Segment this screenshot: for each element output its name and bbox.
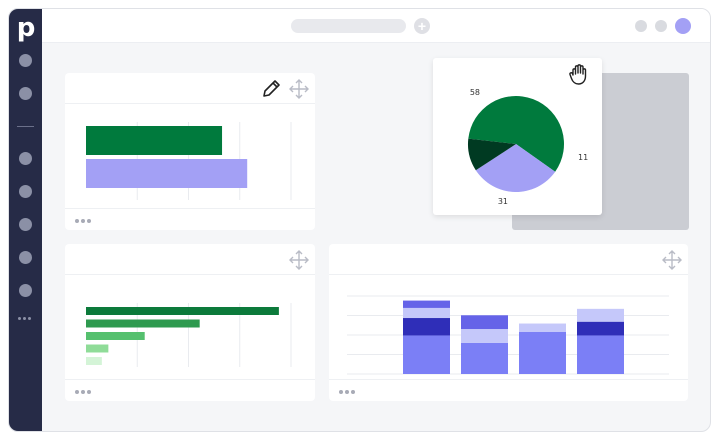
app-logo[interactable]: p [16,13,36,43]
widget-footer [329,379,688,401]
stacked-bar-segment [577,321,624,336]
pie-slice [468,138,516,171]
stacked-bar-segment [403,335,450,374]
sidebar-item-3[interactable] [19,152,32,165]
move-arrows-icon[interactable] [289,79,309,99]
pie-label: 11 [578,153,588,162]
bar [86,126,223,155]
widget-pie-chart-dragging[interactable]: 58 31 11 [433,58,602,215]
move-arrows-icon[interactable] [289,250,309,270]
widget-footer [65,208,315,230]
stacked-bar-segment [577,308,624,322]
pie-chart: 58 31 11 [468,88,588,206]
sidebar-item-6[interactable] [19,251,32,264]
sidebar-divider [17,126,34,127]
sidebar-more-icon[interactable] [18,317,34,323]
ellipsis-icon[interactable] [339,390,357,394]
bar [86,357,102,365]
search-input[interactable] [291,19,406,33]
bar [86,332,145,340]
widget-header [65,244,315,275]
move-arrows-icon[interactable] [662,250,682,270]
widget-bar-chart-2[interactable] [65,244,315,401]
stacked-bar-segment [519,331,566,374]
pie-label: 58 [470,88,480,97]
stacked-bar-segment [577,335,624,374]
pie-slice [468,96,564,172]
pencil-icon[interactable] [260,78,282,100]
ellipsis-icon[interactable] [75,219,93,223]
stacked-bar-segment [461,342,508,374]
sidebar-item-4[interactable] [19,185,32,198]
bar-chart-1 [86,122,292,200]
avatar[interactable] [675,18,691,34]
notifications-icon[interactable] [635,20,647,32]
pie-label: 31 [498,197,508,206]
stacked-bar-segment [519,323,566,332]
pie-slice [475,144,556,192]
stacked-bar-segment [461,329,508,343]
sidebar-item-2[interactable] [19,87,32,100]
stacked-bar-segment [403,318,450,336]
stacked-bar-chart [347,295,669,375]
add-button[interactable]: + [414,18,430,34]
widget-footer [65,379,315,401]
sidebar-item-1[interactable] [19,54,32,67]
bar [86,344,109,353]
widget-header [329,244,688,275]
bar [86,307,279,315]
bar [86,319,200,328]
hand-grab-icon[interactable] [567,61,593,87]
app-window: p + 58 31 11 [8,8,711,432]
sidebar-item-7[interactable] [19,284,32,297]
stacked-bar-segment [403,300,450,308]
widget-header [65,73,315,104]
top-bar: + [42,9,710,43]
bar-chart-2 [86,303,292,367]
sidebar-item-5[interactable] [19,218,32,231]
ellipsis-icon[interactable] [75,390,93,394]
widget-bar-chart-1[interactable] [65,73,315,230]
widget-stacked-bar-chart[interactable] [329,244,688,401]
help-icon[interactable] [655,20,667,32]
sidebar: p [9,9,42,431]
bar [86,159,248,188]
stacked-bar-segment [403,307,450,319]
stacked-bar-segment [461,315,508,330]
